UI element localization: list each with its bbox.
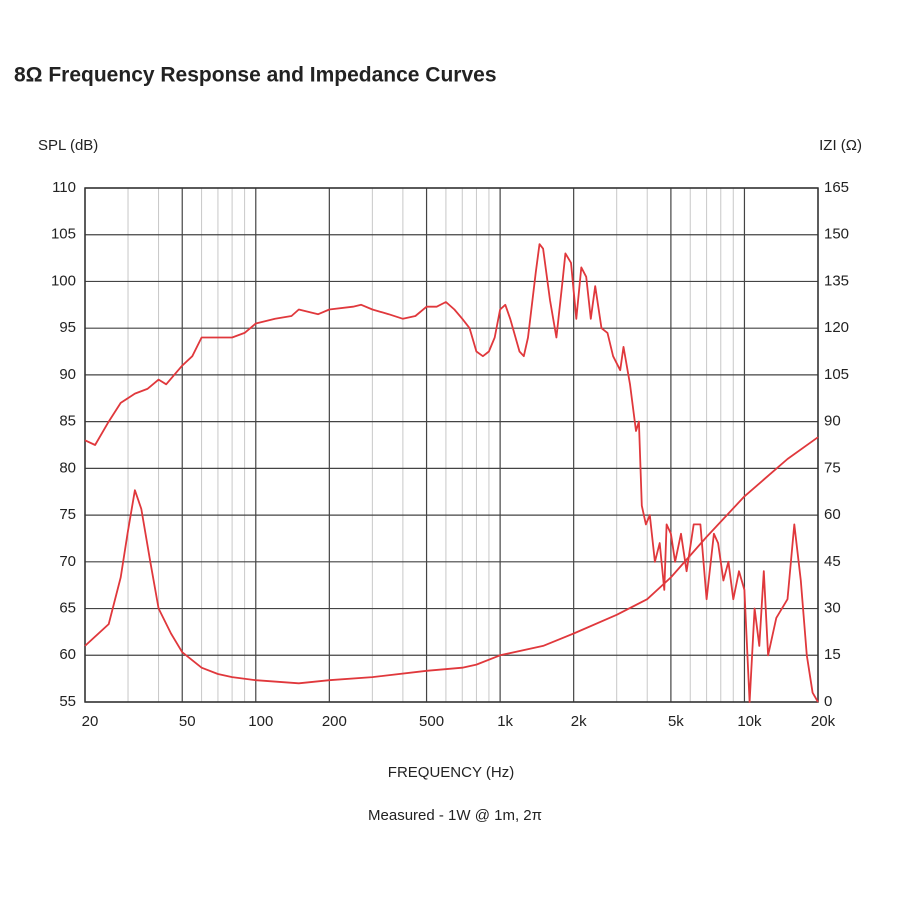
plot-frame	[84, 187, 819, 703]
y2-tick-label: 135	[824, 272, 849, 289]
x-tick-label: 1k	[497, 713, 513, 730]
y-tick-label: 80	[59, 459, 76, 476]
x-tick-label: 20	[82, 713, 99, 730]
x-axis-label: FREQUENCY (Hz)	[388, 764, 514, 781]
y-tick-label: 105	[51, 226, 76, 243]
y2-tick-label: 90	[824, 413, 841, 430]
chart-title: 8Ω Frequency Response and Impedance Curv…	[14, 64, 497, 87]
note: Measured - 1W @ 1m, 2π	[368, 807, 542, 824]
y2-tick-label: 30	[824, 600, 841, 617]
y2-tick-label: 0	[824, 693, 832, 710]
y-tick-label: 110	[52, 179, 76, 196]
y-tick-label: 65	[59, 600, 76, 617]
x-tick-label: 2k	[571, 713, 587, 730]
y2-tick-label: 165	[824, 179, 849, 196]
y-tick-label: 100	[51, 272, 76, 289]
y-tick-label: 70	[59, 553, 76, 570]
y2-tick-label: 15	[824, 646, 841, 663]
series-line	[84, 436, 819, 685]
y2-tick-label: 60	[824, 506, 841, 523]
x-tick-label: 100	[248, 713, 273, 730]
x-tick-label: 50	[179, 713, 196, 730]
series-line	[84, 243, 819, 703]
y2-tick-label: 120	[824, 319, 849, 336]
y-tick-label: 85	[59, 413, 76, 430]
y2-tick-label: 75	[824, 459, 841, 476]
x-tick-label: 20k	[811, 713, 836, 730]
y-tick-label: 55	[59, 693, 76, 710]
y-axis-label: SPL (dB)	[38, 137, 98, 154]
x-tick-label: 500	[419, 713, 444, 730]
y-tick-label: 75	[59, 506, 76, 523]
y2-axis-label: IZI (Ω)	[819, 137, 862, 154]
y-tick-label: 60	[59, 646, 76, 663]
y-tick-label: 90	[59, 366, 76, 383]
y2-tick-label: 105	[824, 366, 849, 383]
x-tick-label: 10k	[737, 713, 762, 730]
y2-tick-label: 150	[824, 226, 849, 243]
x-tick-label: 5k	[668, 713, 684, 730]
x-tick-label: 200	[322, 713, 347, 730]
y-tick-label: 95	[59, 319, 76, 336]
y2-tick-label: 45	[824, 553, 841, 570]
